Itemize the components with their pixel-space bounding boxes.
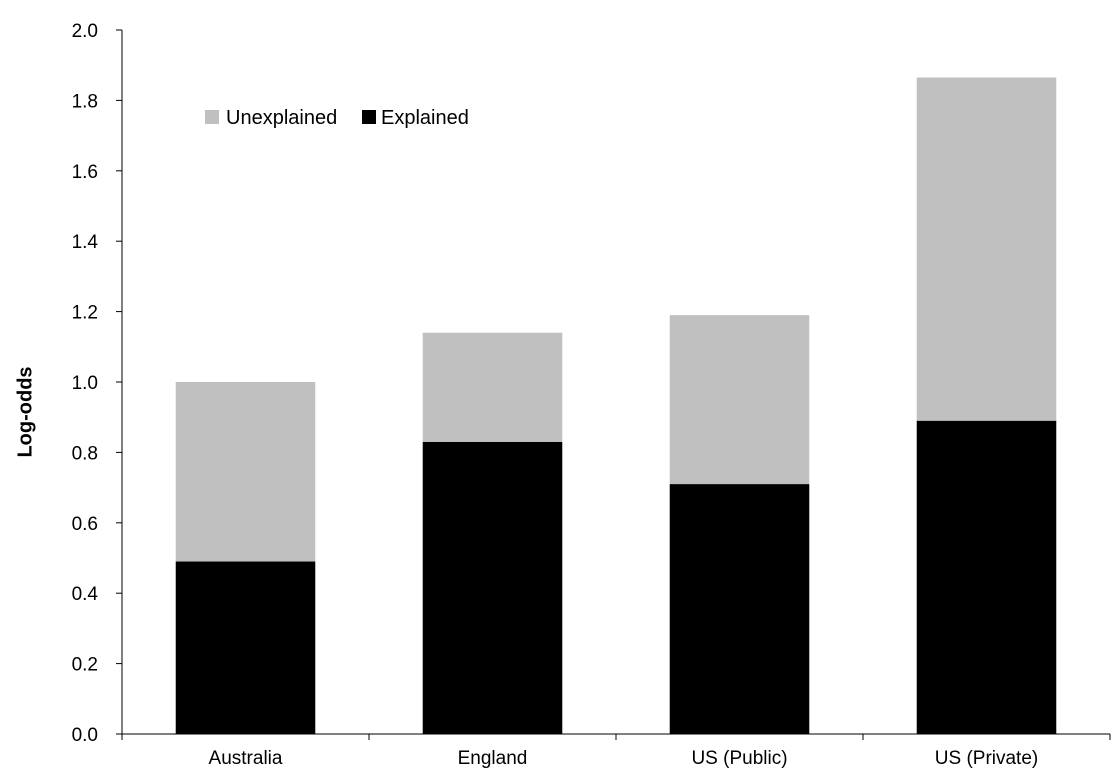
- y-tick-label: 1.2: [72, 303, 98, 324]
- bar-unexplained-us-private: [916, 77, 1057, 421]
- y-tick-label: 1.6: [72, 162, 98, 183]
- bar-unexplained-us-public: [669, 315, 810, 485]
- y-axis-title: Log-odds: [14, 366, 36, 457]
- y-tick-label: 0.6: [72, 514, 98, 535]
- y-tick-label: 1.8: [72, 91, 98, 112]
- x-tick-label: US (Public): [691, 748, 787, 769]
- legend-swatch-explained: [362, 110, 376, 124]
- y-tick-label: 1.4: [72, 232, 99, 253]
- bar-explained-us-public: [669, 484, 810, 734]
- x-ticks: Australia England US (Public) US (Private): [121, 734, 1111, 769]
- y-tick-label: 0.0: [72, 725, 98, 746]
- y-tick-label: 0.8: [72, 443, 98, 464]
- bars-layer: [175, 77, 1057, 734]
- bar-unexplained-england: [422, 332, 563, 442]
- x-tick-label: Australia: [209, 748, 283, 769]
- y-tick-label: 1.0: [72, 373, 98, 394]
- bar-unexplained-australia: [175, 382, 316, 562]
- y-ticks: 0.0 0.2 0.4 0.6 0.8 1.0 1.2 1.4 1.6 1.8 2.0: [72, 21, 122, 746]
- y-tick-label: 2.0: [72, 21, 98, 42]
- bar-explained-us-private: [916, 420, 1057, 734]
- y-tick-label: 0.4: [72, 584, 99, 605]
- bar-explained-australia: [175, 561, 316, 734]
- x-tick-label: England: [458, 748, 528, 769]
- legend-label-unexplained: Unexplained: [226, 107, 337, 129]
- x-tick-label: US (Private): [935, 748, 1038, 769]
- bar-explained-england: [422, 441, 563, 734]
- legend-swatch-unexplained: [205, 110, 219, 124]
- legend-label-explained: Explained: [381, 107, 469, 129]
- legend: Unexplained Explained: [205, 107, 469, 129]
- y-tick-label: 0.2: [72, 655, 98, 676]
